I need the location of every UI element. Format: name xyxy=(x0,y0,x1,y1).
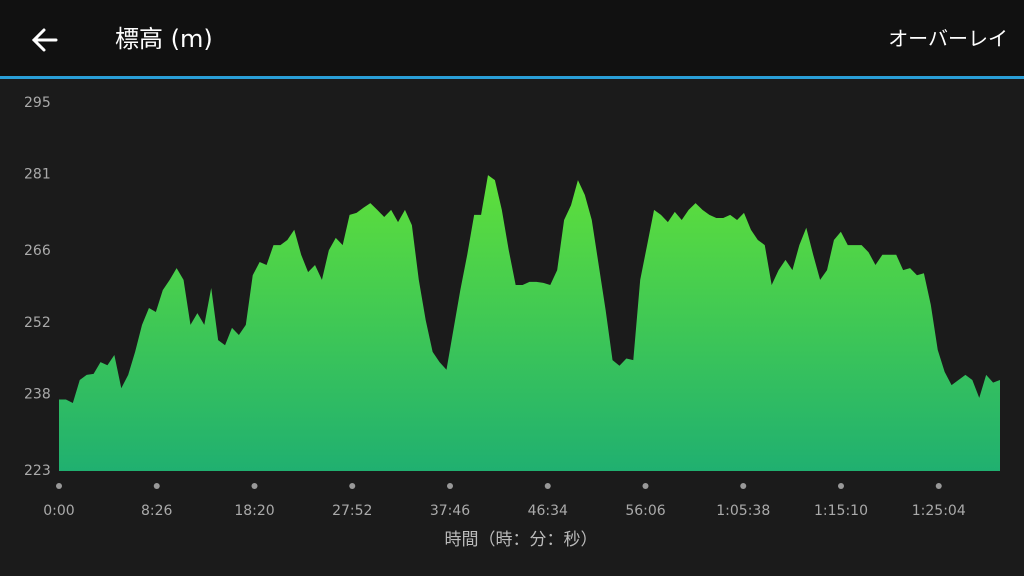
back-button[interactable] xyxy=(31,28,58,52)
x-tick-label: 56:06 xyxy=(625,503,665,519)
x-tick-dot xyxy=(447,483,453,489)
x-tick-label: 1:05:38 xyxy=(716,503,770,519)
y-tick-label: 238 xyxy=(24,386,51,402)
x-tick-dot xyxy=(642,483,649,489)
y-tick-label: 252 xyxy=(24,315,51,331)
x-tick-label: 27:52 xyxy=(332,503,372,519)
screen-title: 標高 (m) xyxy=(115,25,213,53)
x-tick-label: 18:20 xyxy=(234,503,274,519)
x-tick-dot xyxy=(838,483,844,489)
y-tick-label: 295 xyxy=(24,95,51,111)
x-tick-label: 1:15:10 xyxy=(814,503,868,519)
overlay-button[interactable]: オーバーレイ xyxy=(888,27,1008,51)
x-tick-dot xyxy=(544,483,551,489)
x-axis-title: 時間（時：分：秒） xyxy=(445,530,598,550)
x-tick-label: 37:46 xyxy=(430,503,470,519)
y-tick-label: 223 xyxy=(24,463,51,479)
x-tick-dot xyxy=(349,483,356,489)
x-tick-label: 1:25:04 xyxy=(912,503,966,519)
x-tick-dot xyxy=(251,483,258,489)
app-bar xyxy=(0,0,1024,76)
y-tick-label: 281 xyxy=(24,167,51,183)
x-tick-label: 8:26 xyxy=(141,503,173,519)
elevation-area xyxy=(59,175,1000,472)
x-tick-dot xyxy=(153,483,160,489)
y-tick-label: 266 xyxy=(24,243,51,259)
x-tick-label: 0:00 xyxy=(43,503,74,519)
x-tick-label: 46:34 xyxy=(528,503,568,519)
app-bar-divider xyxy=(0,76,1024,79)
x-tick-dot xyxy=(935,483,942,489)
x-tick-dot xyxy=(56,483,62,489)
x-tick-dot xyxy=(740,483,747,489)
